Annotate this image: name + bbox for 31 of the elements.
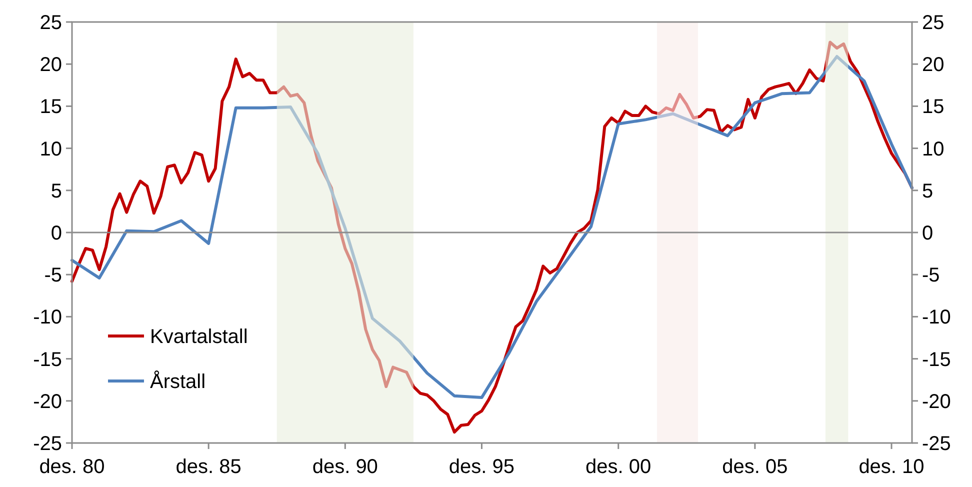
y-tick-label: 15 xyxy=(40,96,62,118)
y-tick-label: -15 xyxy=(33,348,62,371)
y-tick-label: -10 xyxy=(33,306,62,329)
y-tick-label: 10 xyxy=(40,138,62,160)
legend-label: Kvartalstall xyxy=(150,326,248,348)
y-tick-label: 25 xyxy=(40,12,62,34)
y2-tick-label: -10 xyxy=(922,306,951,329)
y-tick-label: -5 xyxy=(44,264,62,287)
y2-tick-label: 0 xyxy=(922,222,934,244)
y-tick-label: 5 xyxy=(50,180,62,202)
y2-tick-label: -25 xyxy=(922,433,951,455)
y-tick-label: -20 xyxy=(33,390,62,413)
x-tick-label: des. 05 xyxy=(722,456,788,478)
legend-label: Årstall xyxy=(150,370,206,393)
y2-tick-label: 5 xyxy=(922,180,934,202)
y-tick-label: 0 xyxy=(50,222,62,244)
x-tick-label: des. 10 xyxy=(858,456,924,478)
y-tick-label: -25 xyxy=(33,433,62,455)
x-tick-label: des. 95 xyxy=(448,456,515,478)
y2-tick-label: 15 xyxy=(922,96,944,118)
x-tick-label: des. 90 xyxy=(312,456,378,478)
y2-tick-label: -15 xyxy=(922,348,951,371)
y2-tick-label: 20 xyxy=(922,54,944,76)
y2-tick-label: 25 xyxy=(922,12,944,34)
y-tick-label: 20 xyxy=(40,54,62,76)
y2-tick-label: -20 xyxy=(922,390,951,413)
x-tick-label: des. 80 xyxy=(39,456,105,478)
x-tick-label: des. 00 xyxy=(586,456,652,478)
x-tick-label: des. 85 xyxy=(176,456,242,478)
y2-tick-label: 10 xyxy=(922,138,944,160)
y2-tick-label: -5 xyxy=(922,264,940,287)
